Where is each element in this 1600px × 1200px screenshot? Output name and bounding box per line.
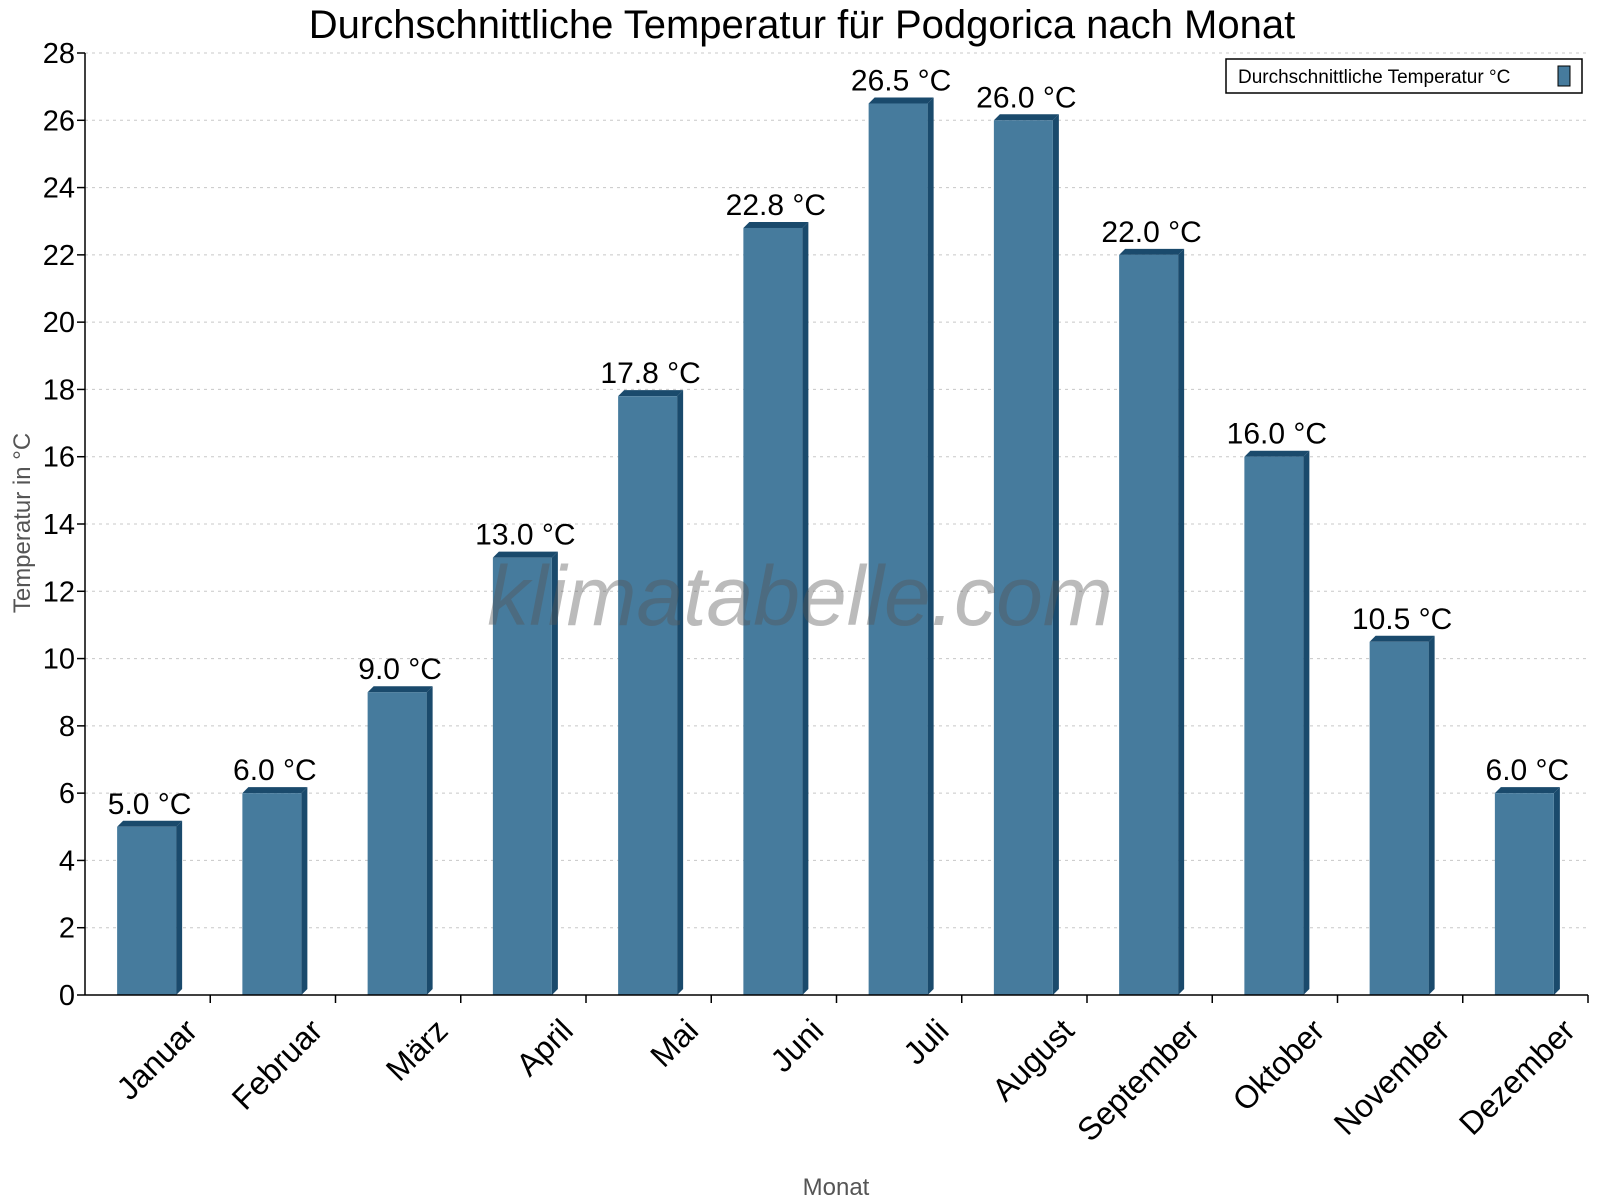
x-tick-label: November [1327,1012,1457,1142]
bar [1119,254,1179,995]
bar [1244,456,1304,995]
data-label: 16.0 °C [1227,418,1327,451]
x-tick-label: Mai [643,1012,705,1074]
bar [1369,641,1429,995]
bar [1494,793,1554,995]
data-label: 9.0 °C [358,653,442,686]
y-tick-label: 16 [43,442,75,474]
data-label: 17.8 °C [600,357,700,390]
bar [367,692,427,995]
bar-side [1553,787,1560,995]
bar-top [1369,635,1435,642]
bar-top [618,390,684,397]
data-label: 10.5 °C [1352,603,1452,636]
y-tick-label: 12 [43,576,75,608]
bar-top [1119,248,1185,255]
bar [492,557,552,995]
bar-top [117,820,183,827]
bar [242,793,302,995]
chart-title: Durchschnittliche Temperatur für Podgori… [309,3,1295,47]
bar-side [1303,450,1310,995]
data-label: 26.0 °C [976,81,1076,114]
y-tick-label: 6 [59,778,75,810]
data-label: 6.0 °C [233,754,317,787]
bar-top [492,551,558,558]
x-tick-label: Oktober [1225,1012,1331,1118]
x-tick-label: Juni [763,1012,830,1079]
bar [743,227,803,995]
y-tick-label: 0 [59,980,75,1012]
bar [618,396,678,996]
x-tick-label: September [1070,1012,1206,1148]
bar-top [1244,450,1310,457]
legend-label: Durchschnittliche Temperatur °C [1238,67,1510,88]
bar-side [426,686,433,995]
data-label: 22.8 °C [726,189,826,222]
y-tick-label: 24 [43,173,75,205]
bar-top [367,686,433,693]
grid [85,52,1588,929]
bar-top [743,221,809,228]
y-tick-label: 28 [43,38,75,70]
bar-top [993,114,1059,121]
bar-top [1494,787,1560,794]
bar-side [927,97,934,995]
x-tick-label: August [985,1012,1081,1108]
y-tick-label: 26 [43,105,75,137]
bar-side [1428,635,1435,995]
x-tick-label: April [509,1012,580,1083]
bar-top [242,787,308,794]
x-tick-label: Juli [896,1012,955,1071]
y-tick-label: 20 [43,307,75,339]
y-tick-label: 4 [59,845,75,877]
data-label: 5.0 °C [108,788,192,821]
y-tick-label: 8 [59,711,75,743]
legend: Durchschnittliche Temperatur °C [1225,58,1583,94]
bar [868,103,928,995]
y-tick-label: 10 [43,644,75,676]
bar [993,120,1053,996]
data-label: 6.0 °C [1486,754,1570,787]
bar-top [868,97,934,104]
bar-side [176,820,183,995]
data-label: 22.0 °C [1101,216,1201,249]
y-tick-label: 14 [43,509,75,541]
bar-side [301,787,308,995]
y-axis-label: Temperatur in °C [9,433,36,613]
y-tick-label: 18 [43,374,75,406]
data-label: 26.5 °C [851,64,951,97]
x-tick-label: Februar [225,1012,330,1117]
data-label: 13.0 °C [475,519,575,552]
watermark: klimatabelle.com [487,549,1113,643]
bar-side [551,551,558,995]
bar [117,826,177,995]
bar-side [677,390,684,996]
y-tick-label: 2 [59,913,75,945]
bar-side [1178,248,1185,995]
bar-side [802,221,809,995]
x-axis-label: Monat [803,1174,870,1200]
x-tick-label: März [379,1012,455,1088]
x-tick-label: Dezember [1452,1012,1582,1142]
legend-swatch [1557,65,1571,87]
bars: 5.0 °C 6.0 °C 9.0 °C 13.0 °C 17.8 °C 22.8 °C 2… [108,64,1570,996]
bar-side [1052,114,1059,996]
y-tick-label: 22 [43,240,75,272]
x-tick-label: Januar [109,1012,204,1107]
